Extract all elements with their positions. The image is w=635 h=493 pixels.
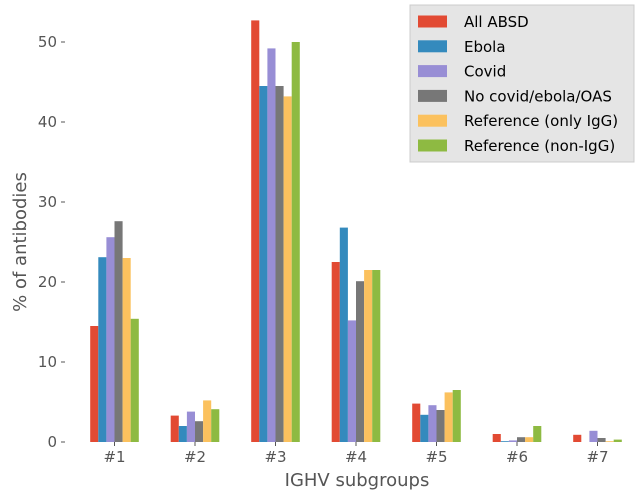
bar bbox=[178, 426, 187, 442]
x-tick-label: #6 bbox=[506, 448, 528, 466]
bar bbox=[186, 411, 195, 442]
legend-box bbox=[409, 4, 635, 163]
x-axis-label: IGHV subgroups bbox=[285, 470, 430, 491]
bar bbox=[170, 415, 179, 442]
y-tick-label: 30 bbox=[38, 193, 57, 211]
bar bbox=[267, 48, 276, 443]
bar bbox=[130, 318, 139, 442]
bar bbox=[508, 440, 517, 442]
legend-swatch bbox=[418, 65, 447, 78]
x-tick-label: #4 bbox=[345, 448, 367, 466]
legend-swatch bbox=[418, 89, 447, 102]
bar bbox=[331, 262, 340, 442]
bar bbox=[436, 410, 445, 442]
bar bbox=[106, 237, 115, 442]
x-tick-label: #7 bbox=[586, 448, 608, 466]
bar bbox=[500, 441, 509, 442]
bar bbox=[275, 86, 284, 442]
bar bbox=[259, 86, 268, 442]
x-tick-label: #2 bbox=[184, 448, 206, 466]
bar bbox=[525, 437, 534, 442]
bar bbox=[203, 400, 212, 442]
y-tick-label: 40 bbox=[38, 113, 57, 131]
bar bbox=[589, 430, 598, 442]
x-axis-ticks: #1 #2 #3 #4 #5 #6 #7 bbox=[103, 442, 609, 466]
bar bbox=[114, 221, 123, 442]
bar bbox=[605, 441, 614, 442]
bar bbox=[347, 320, 356, 442]
bar bbox=[291, 42, 300, 442]
legend-entry: Reference (only IgG) bbox=[464, 112, 618, 130]
bar bbox=[90, 326, 99, 442]
bar bbox=[444, 392, 453, 442]
bars-group bbox=[90, 20, 622, 443]
x-tick-label: #5 bbox=[425, 448, 447, 466]
legend-entry: No covid/ebola/OAS bbox=[464, 87, 612, 105]
legend: All ABSD Ebola Covid No covid/ebola/OAS Refe… bbox=[409, 4, 635, 163]
bar bbox=[428, 405, 437, 442]
bar bbox=[452, 390, 461, 442]
bar bbox=[195, 421, 204, 442]
x-tick-label: #1 bbox=[103, 448, 125, 466]
bar bbox=[372, 270, 381, 442]
bar bbox=[339, 227, 348, 442]
bar bbox=[122, 258, 131, 442]
bar bbox=[597, 438, 606, 442]
bar bbox=[251, 20, 260, 443]
y-tick-label: 20 bbox=[38, 273, 57, 291]
bar bbox=[364, 270, 373, 442]
legend-swatch bbox=[418, 40, 447, 53]
legend-entry: All ABSD bbox=[464, 13, 529, 31]
legend-swatch bbox=[418, 139, 447, 152]
legend-entry: Reference (non-IgG) bbox=[464, 137, 615, 155]
bar bbox=[211, 409, 220, 442]
bar bbox=[573, 434, 582, 442]
x-tick-label: #3 bbox=[264, 448, 286, 466]
y-tick-label: 10 bbox=[38, 353, 57, 371]
bar bbox=[613, 439, 622, 442]
legend-swatch bbox=[418, 15, 447, 28]
bar bbox=[492, 434, 501, 442]
bar bbox=[412, 403, 421, 442]
bar bbox=[283, 96, 292, 443]
y-tick-label: 0 bbox=[47, 433, 57, 451]
legend-swatch bbox=[418, 114, 447, 127]
legend-entry: Ebola bbox=[464, 38, 506, 56]
y-axis-label: % of antibodies bbox=[10, 172, 31, 312]
y-tick-label: 50 bbox=[38, 33, 57, 51]
bar bbox=[356, 281, 365, 442]
y-axis-ticks: 0 10 20 30 40 50 bbox=[38, 33, 65, 451]
bar bbox=[98, 257, 107, 442]
bar bbox=[533, 426, 542, 442]
bar bbox=[517, 437, 526, 442]
legend-entry: Covid bbox=[464, 63, 506, 81]
bar bbox=[420, 414, 429, 442]
